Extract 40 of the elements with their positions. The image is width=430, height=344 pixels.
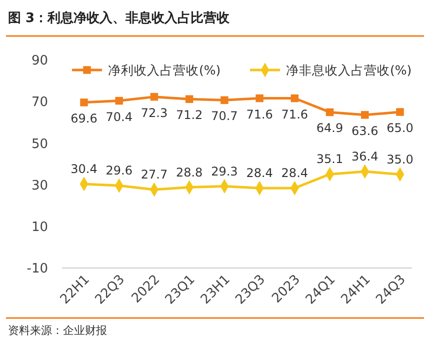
data-label: 35.0 bbox=[386, 152, 414, 166]
data-label: 28.8 bbox=[176, 165, 203, 180]
data-label: 71.6 bbox=[246, 107, 273, 122]
data-label: 29.3 bbox=[211, 164, 238, 178]
data-label: 28.4 bbox=[246, 166, 273, 180]
data-label: 72.3 bbox=[140, 106, 168, 120]
point bbox=[256, 94, 264, 102]
data-label: 65.0 bbox=[386, 121, 414, 135]
point bbox=[361, 111, 369, 119]
point bbox=[396, 108, 404, 116]
data-label: 63.6 bbox=[352, 124, 378, 138]
point bbox=[220, 96, 228, 104]
data-label: 36.4 bbox=[352, 149, 378, 164]
legend-label: 净非息收入占营收(%) bbox=[286, 62, 412, 78]
data-label: 70.4 bbox=[106, 110, 132, 124]
point bbox=[326, 108, 334, 116]
data-label: 71.6 bbox=[281, 107, 308, 122]
text: 资料来源：企业财报 bbox=[8, 324, 107, 337]
y-tick-label: 50 bbox=[31, 136, 48, 152]
y-tick-label: 10 bbox=[31, 220, 48, 235]
data-label: 69.6 bbox=[70, 111, 98, 126]
point bbox=[115, 96, 123, 105]
data-label: 35.1 bbox=[316, 152, 344, 166]
point bbox=[80, 98, 88, 106]
data-label: 30.4 bbox=[70, 162, 98, 176]
data-label: 64.9 bbox=[316, 121, 344, 136]
point bbox=[185, 95, 194, 103]
data-label: 71.2 bbox=[176, 108, 203, 122]
data-label: 70.7 bbox=[211, 109, 238, 124]
point bbox=[150, 92, 158, 101]
y-tick-label: 70 bbox=[31, 95, 48, 110]
legend-label: 净利收入占营收(%) bbox=[108, 62, 221, 78]
point bbox=[290, 94, 299, 102]
data-label: 27.7 bbox=[140, 168, 168, 182]
y-tick-label: 90 bbox=[31, 54, 48, 69]
chart-title: 图 3：利息净收入、非息收入占比营收 bbox=[8, 10, 231, 26]
y-tick-label: -10 bbox=[26, 262, 48, 277]
data-label: 28.4 bbox=[281, 166, 308, 180]
y-tick-label: 30 bbox=[31, 178, 48, 194]
data-label: 29.6 bbox=[106, 164, 132, 178]
